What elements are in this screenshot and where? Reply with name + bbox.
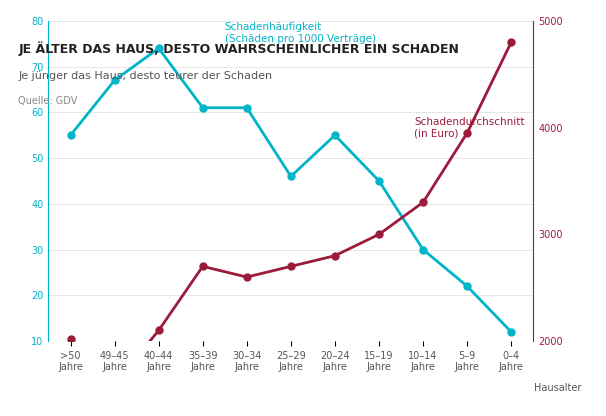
X-axis label: Hausalter: Hausalter [534,383,581,393]
Text: JE ÄLTER DAS HAUS, DESTO WAHRSCHEINLICHER EIN SCHADEN: JE ÄLTER DAS HAUS, DESTO WAHRSCHEINLICHE… [18,42,459,56]
Text: Schadendurchschnitt
(in Euro): Schadendurchschnitt (in Euro) [415,116,525,138]
Text: Quelle: GDV: Quelle: GDV [18,96,78,106]
Text: Schadenhäufigkeit
(Schäden pro 1000 Verträge): Schadenhäufigkeit (Schäden pro 1000 Vert… [225,22,376,44]
Text: Je jünger das Haus, desto teurer der Schaden: Je jünger das Haus, desto teurer der Sch… [18,71,272,81]
